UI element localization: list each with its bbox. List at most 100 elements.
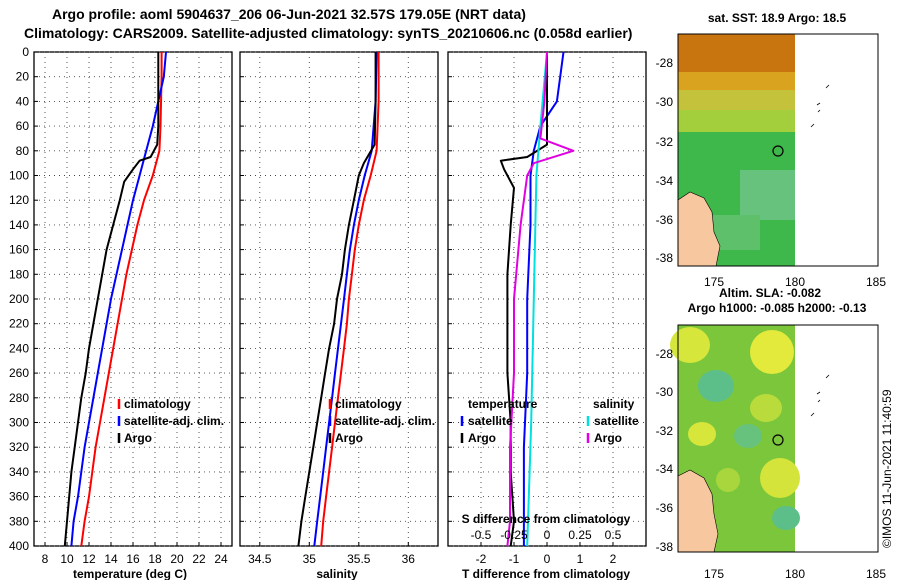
legend-label-t-satellite: satellite (468, 414, 513, 428)
depth-tick-label: 40 (16, 94, 30, 108)
salinity-plot-frame (239, 51, 439, 547)
x-tick-label: 8 (42, 552, 49, 566)
sst-field (677, 34, 795, 267)
salinity-panel: 34.5 35 35.5 36 salinity climatology satell… (239, 51, 439, 581)
sst-islands (810, 84, 830, 128)
x-tick-label: 0 (544, 552, 551, 566)
x-tick-label: 35 (303, 552, 317, 566)
x-tick-label: 35.5 (347, 552, 371, 566)
series-line-temperature-satellite (522, 51, 565, 546)
sst-ytick: -28 (656, 56, 674, 70)
x-tick-label: 1 (577, 552, 584, 566)
depth-tick-label: 360 (9, 490, 29, 504)
temperature-plot-frame (33, 51, 233, 547)
sst-xtick: 175 (704, 275, 724, 289)
depth-tick-label: 260 (9, 366, 29, 380)
depth-tick-label: 380 (9, 514, 29, 528)
depth-tick-label: 20 (16, 70, 30, 84)
sla-ytick: -30 (656, 385, 674, 399)
sst-argo-location-marker (772, 145, 784, 157)
x-tick-label: 18 (148, 552, 162, 566)
depth-tick-label: 120 (9, 193, 29, 207)
s-tick-label: 0 (544, 528, 551, 542)
depth-tick-label: 180 (9, 267, 29, 281)
difference-panel: -2 -1 0 1 2 -0.5 -0.25 0 0.25 0.5 S difference fr… (447, 51, 647, 581)
sla-map: Altim. SLA: -0.082 Argo h1000: -0.085 h2… (656, 286, 887, 581)
depth-tick-label: 220 (9, 317, 29, 331)
legend-label-climatology: climatology (335, 397, 402, 411)
depth-tick-label: 200 (9, 292, 29, 306)
depth-tick-label: 160 (9, 243, 29, 257)
legend-label-satellite: satellite-adj. clim. (124, 414, 224, 428)
salinity-legend: climatology satellite-adj. clim. Argo (328, 397, 435, 445)
x-tick-label: 2 (610, 552, 617, 566)
x-tick-label: 34.5 (248, 552, 272, 566)
sst-xtick: 185 (866, 275, 886, 289)
sla-map-title: Altim. SLA: -0.082 (719, 286, 821, 300)
legend-label-s-satellite: satellite (594, 414, 639, 428)
difference-legend-temperature: temperature satellite Argo (460, 397, 538, 445)
temperature-xlabel: temperature (deg C) (73, 567, 187, 580)
sla-ytick: -28 (656, 347, 674, 361)
difference-legend-salinity: salinity satellite Argo (586, 397, 639, 445)
x-tick-label: 36 (402, 552, 416, 566)
temperature-panel: 8 10 12 14 16 18 20 22 24 temperature (deg C) cl… (33, 51, 233, 581)
depth-tick-label: 60 (16, 119, 30, 133)
t-difference-xlabel: T difference from climatology (462, 567, 630, 580)
series-line-salinity-argo (506, 51, 575, 547)
figure-title-line1: Argo profile: aoml 5904637_206 06-Jun-20… (52, 6, 526, 22)
sst-map-yticks: -28 -30 -32 -34 -36 -38 (656, 56, 674, 265)
x-tick-label: 12 (82, 552, 96, 566)
depth-tick-label: 280 (9, 391, 29, 405)
sla-map-subtitle: Argo h1000: -0.085 h2000: -0.13 (688, 301, 867, 315)
sla-ytick: -38 (656, 540, 674, 554)
sst-map-title: sat. SST: 18.9 Argo: 18.5 (708, 11, 847, 25)
sla-map-yticks: -28 -30 -32 -34 -36 -38 (656, 347, 674, 554)
series-line-satellite-adj-clim- (70, 51, 167, 547)
legend-title-salinity: salinity (593, 397, 635, 411)
depth-tick-label: 80 (16, 144, 30, 158)
imos-credit: ©IMOS 11-Jun-2021 11:40:59 (880, 389, 894, 548)
sst-ytick: -38 (656, 251, 674, 265)
sst-map-xticks: 175 180 185 (704, 275, 886, 289)
sst-map-frame (677, 33, 879, 267)
depth-tick-label: 100 (9, 169, 29, 183)
sla-xtick: 185 (866, 567, 886, 580)
x-tick-label: 10 (60, 552, 74, 566)
sla-map-frame (677, 324, 879, 553)
s-tick-label: 0.5 (605, 528, 622, 542)
depth-tick-label: 0 (22, 45, 29, 59)
series-line-climatology (80, 52, 163, 547)
sla-map-xticks: 175 180 185 (704, 567, 886, 581)
temperature-legend: climatology satellite-adj. clim. Argo (117, 397, 224, 445)
x-tick-label: 16 (126, 552, 140, 566)
depth-tick-label: 240 (9, 341, 29, 355)
depth-tick-label: 400 (9, 539, 29, 553)
sla-xtick: 175 (704, 567, 724, 580)
sla-argo-location-marker (772, 434, 784, 446)
salinity-xlabel: salinity (316, 567, 358, 580)
sst-ytick: -36 (656, 213, 674, 227)
x-tick-label: 14 (104, 552, 118, 566)
sst-ytick: -32 (656, 135, 674, 149)
legend-label-s-argo: Argo (594, 431, 622, 445)
series-line-climatology (320, 52, 380, 547)
x-tick-label: 22 (192, 552, 206, 566)
depth-axis: 0 20 40 60 80 100 120 140 160 180 200 220 240 260 280 3… (9, 45, 29, 553)
sla-ytick: -34 (656, 462, 674, 476)
legend-label-argo: Argo (335, 431, 363, 445)
x-tick-label: 24 (214, 552, 228, 566)
series-line-argo (63, 52, 160, 547)
depth-tick-label: 300 (9, 416, 29, 430)
x-tick-label: 20 (170, 552, 184, 566)
sst-ytick: -30 (656, 95, 674, 109)
s-tick-label: 0.25 (568, 528, 592, 542)
sla-ytick: -32 (656, 424, 674, 438)
s-difference-xlabel: S difference from climatology (462, 512, 631, 526)
sst-ytick: -34 (656, 174, 674, 188)
x-tick-label: -2 (476, 552, 487, 566)
depth-tick-label: 320 (9, 440, 29, 454)
sla-xtick: 180 (785, 567, 805, 580)
depth-tick-label: 340 (9, 465, 29, 479)
